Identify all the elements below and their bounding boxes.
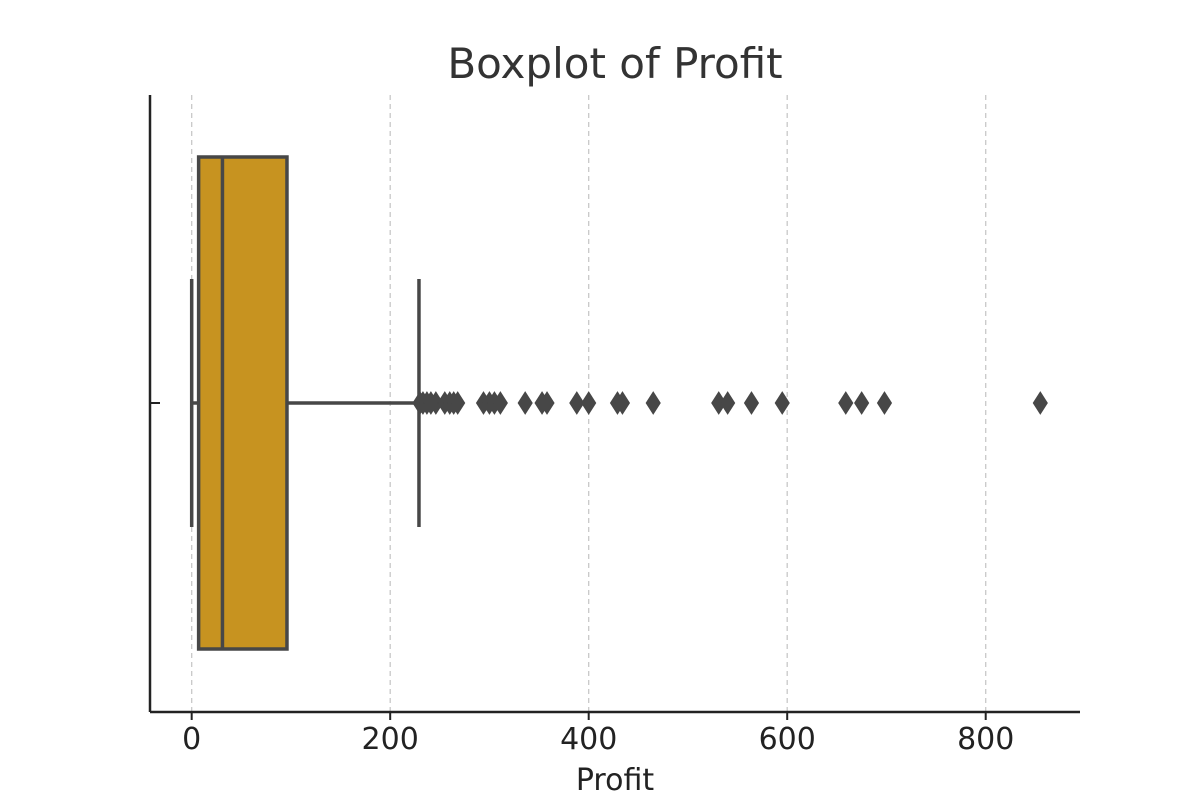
outlier-point — [645, 391, 661, 415]
x-tick-label: 200 — [362, 722, 419, 757]
x-tick-label: 600 — [759, 722, 816, 757]
outlier-point — [492, 391, 508, 415]
outlier-point — [517, 391, 533, 415]
outlier-point — [774, 391, 790, 415]
outlier-point — [539, 391, 555, 415]
outliers-group — [412, 391, 1048, 415]
chart-title: Boxplot of Profit — [447, 39, 782, 88]
x-axis-label: Profit — [576, 763, 654, 798]
x-tick-label: 800 — [957, 722, 1014, 757]
outlier-point — [743, 391, 760, 415]
x-tick-label: 400 — [560, 722, 617, 757]
outlier-point — [614, 391, 631, 415]
box-group — [189, 155, 421, 651]
outlier-point — [854, 391, 870, 415]
outlier-point — [581, 391, 597, 415]
outlier-point — [720, 391, 736, 415]
box-body — [196, 155, 289, 651]
outlier-point — [1032, 391, 1048, 415]
x-tick-label: 0 — [182, 722, 201, 757]
outlier-point — [569, 391, 585, 415]
outlier-point — [838, 391, 854, 415]
x-axis-ticks: 0 200 400 600 800 — [182, 712, 1014, 757]
outlier-point — [450, 391, 466, 415]
outlier-point — [876, 391, 893, 415]
